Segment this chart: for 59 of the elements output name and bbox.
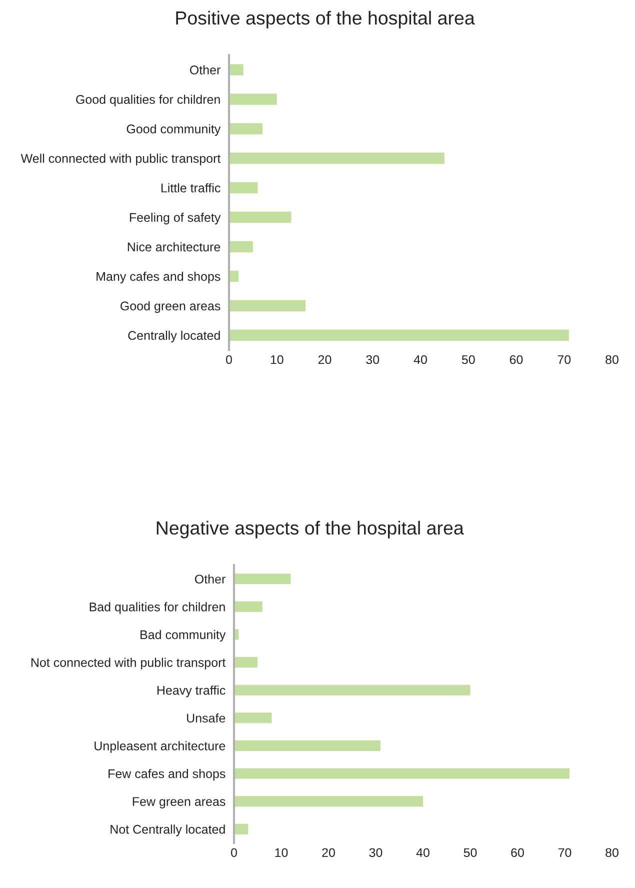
bar: [229, 94, 277, 105]
bar: [234, 768, 570, 779]
y-tick-label: Few cafes and shops: [108, 768, 226, 781]
x-tick-label: 0: [226, 355, 232, 364]
bar: [229, 330, 569, 341]
bar: [229, 182, 258, 194]
y-tick-label: Good qualities for children: [76, 94, 220, 106]
bar: [234, 574, 291, 584]
x-tick-label: 50: [464, 848, 477, 858]
bar: [234, 712, 272, 724]
y-tick-label: Unpleasent architecture: [94, 741, 226, 753]
y-tick-label: Unsafe: [187, 713, 226, 723]
x-tick-label: 0: [231, 848, 237, 858]
y-tick-label: Few green areas: [132, 797, 226, 808]
x-tick-label: 80: [606, 355, 618, 364]
y-tick-label: Nice architecture: [128, 242, 220, 252]
bar: [234, 657, 258, 668]
bar: [234, 684, 470, 696]
y-tick-label: Not connected with public transport: [31, 658, 226, 670]
x-tick-label: 40: [416, 848, 430, 858]
bar: [234, 740, 380, 751]
y-tick-label: Not Centrally located: [110, 824, 225, 836]
x-tick-label: 30: [369, 848, 382, 858]
y-tick-label: Feeling of safety: [130, 212, 221, 224]
y-tick-label: Other: [190, 65, 220, 74]
bar: [229, 64, 244, 76]
x-tick-label: 30: [366, 355, 380, 364]
y-tick-label: Other: [195, 574, 226, 584]
bar: [234, 796, 423, 807]
bar: [229, 152, 444, 164]
x-tick-label: 20: [318, 355, 332, 364]
y-tick-label: Little traffic: [161, 183, 220, 192]
x-tick-label: 20: [322, 848, 335, 858]
bar: [229, 270, 239, 282]
y-tick-label: Good green areas: [120, 301, 220, 313]
x-tick-label: 10: [270, 355, 284, 364]
x-tick-label: 80: [606, 848, 618, 858]
y-tick-label: Bad qualities for children: [90, 602, 225, 614]
bar: [229, 123, 263, 134]
y-tick-label: Bad community: [140, 630, 226, 642]
x-tick-label: 70: [558, 355, 571, 364]
bar: [229, 212, 292, 223]
bar: [234, 824, 248, 834]
x-tick-label: 50: [462, 355, 475, 364]
x-tick-label: 60: [510, 355, 523, 364]
x-tick-label: 60: [511, 848, 524, 858]
x-tick-label: 10: [275, 848, 288, 858]
y-tick-label: Well connected with public transport: [20, 154, 221, 166]
bar: [229, 300, 306, 312]
y-tick-label: Heavy traffic: [157, 686, 226, 698]
y-tick-label: Centrally located: [128, 330, 220, 342]
bar: [234, 601, 262, 612]
chart-title: Positive aspects of the hospital area: [176, 10, 475, 28]
y-tick-label: Good community: [126, 124, 221, 136]
x-tick-label: 40: [414, 355, 427, 364]
bar: [229, 241, 253, 252]
chart-title: Negative aspects of the hospital area: [156, 520, 464, 538]
y-tick-label: Many cafes and shops: [96, 272, 220, 284]
x-tick-label: 70: [558, 848, 572, 858]
